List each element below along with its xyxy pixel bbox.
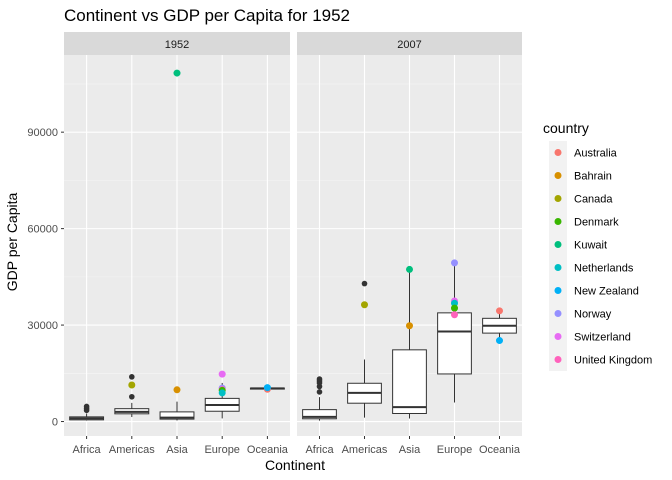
legend-label: Bahrain (574, 171, 612, 183)
strip-label: 1952 (165, 39, 189, 51)
x-tick-label: Africa (73, 444, 102, 456)
strip-label: 2007 (397, 39, 421, 51)
country-point (451, 299, 458, 307)
legend-key-point (554, 195, 562, 202)
x-tick-label: Americas (109, 444, 155, 456)
legend-key-point (554, 333, 562, 340)
x-tick-label: Oceania (247, 444, 289, 456)
outlier-point (361, 280, 368, 287)
x-axis-title: Continent (265, 457, 325, 473)
outlier-point (316, 376, 323, 382)
legend-label: Switzerland (574, 332, 631, 344)
legend-label: United Kingdom (574, 355, 652, 367)
x-tick-label: Asia (399, 444, 421, 456)
boxplot-oceania (482, 310, 517, 341)
legend-item: Australia (549, 141, 618, 164)
legend: country Australia Bahrain Canada Denmark Kuw… (543, 120, 652, 371)
box-iqr (159, 411, 195, 420)
legend-label: Norway (574, 309, 612, 321)
country-point (451, 311, 458, 319)
x-tick-label: Asia (166, 444, 188, 456)
country-point (406, 322, 413, 330)
legend-item: Kuwait (549, 233, 607, 256)
legend-key-point (554, 356, 562, 363)
legend-label: Netherlands (574, 263, 634, 275)
country-point (173, 386, 181, 394)
country-point (451, 259, 458, 267)
box-iqr (437, 312, 472, 375)
boxplot-americas (347, 280, 382, 418)
legend-key-point (554, 172, 562, 179)
boxplot-americas (114, 374, 150, 418)
x-tick-label: Europe (437, 444, 472, 456)
country-point (361, 301, 368, 309)
country-point (451, 304, 458, 312)
legend-title: country (543, 120, 589, 136)
legend-label: Canada (574, 194, 613, 206)
y-axis: 0 30000 60000 90000 (27, 127, 64, 429)
outlier-point (129, 393, 135, 400)
x-tick-label: Africa (305, 444, 334, 456)
y-tick-label: 0 (52, 417, 58, 429)
legend-item: United Kingdom (549, 348, 652, 371)
legend-key-point (554, 218, 562, 225)
box-iqr (392, 349, 427, 414)
boxplot-asia (392, 269, 427, 419)
x-tick-label: Americas (342, 444, 388, 456)
legend-item: New Zealand (549, 279, 639, 302)
strip-background (64, 32, 290, 55)
boxplot-africa (69, 403, 105, 421)
boxplot-europe (437, 262, 472, 403)
country-point (128, 381, 136, 389)
boxplot-africa (302, 376, 337, 421)
y-tick-label: 60000 (27, 224, 58, 236)
country-point (496, 307, 503, 315)
country-point (263, 384, 271, 392)
strip-background (297, 32, 522, 55)
y-axis-title: GDP per Capita (4, 193, 20, 292)
x-tick-label: Oceania (479, 444, 521, 456)
x-tick-label: Europe (204, 444, 239, 456)
legend-label: Australia (574, 148, 618, 160)
legend-label: New Zealand (574, 286, 639, 298)
legend-key-point (554, 287, 562, 294)
legend-item: Bahrain (549, 164, 612, 187)
country-point (218, 389, 226, 397)
country-point (496, 337, 503, 345)
panels-layer: 1952 Africa Americas Asia Europe Oceania 2007 A… (64, 32, 522, 456)
legend-item: Netherlands (549, 256, 634, 279)
box-iqr (302, 409, 337, 420)
panel-1952: 1952 Africa Americas Asia Europe Oceania (64, 32, 290, 456)
country-point (173, 69, 181, 77)
y-tick-label: 30000 (27, 320, 58, 332)
chart-title: Continent vs GDP per Capita for 1952 (64, 6, 350, 25)
y-tick-label: 90000 (27, 127, 58, 139)
country-point (218, 370, 226, 378)
legend-item: Denmark (549, 210, 619, 233)
legend-key-point (554, 310, 562, 317)
outlier-point (316, 389, 323, 395)
legend-key-point (554, 149, 562, 156)
legend-key-point (554, 241, 562, 248)
country-point (406, 265, 413, 273)
legend-item: Canada (549, 187, 613, 210)
outlier-point (129, 374, 135, 380)
legend-item: Norway (549, 302, 612, 325)
legend-label: Denmark (574, 217, 619, 229)
outlier-point (83, 403, 90, 410)
panel-2007: 2007 Africa Americas Asia Europe Oceania (297, 32, 522, 456)
legend-key-point (554, 264, 562, 271)
legend-label: Kuwait (574, 240, 607, 252)
legend-item: Switzerland (549, 325, 631, 348)
